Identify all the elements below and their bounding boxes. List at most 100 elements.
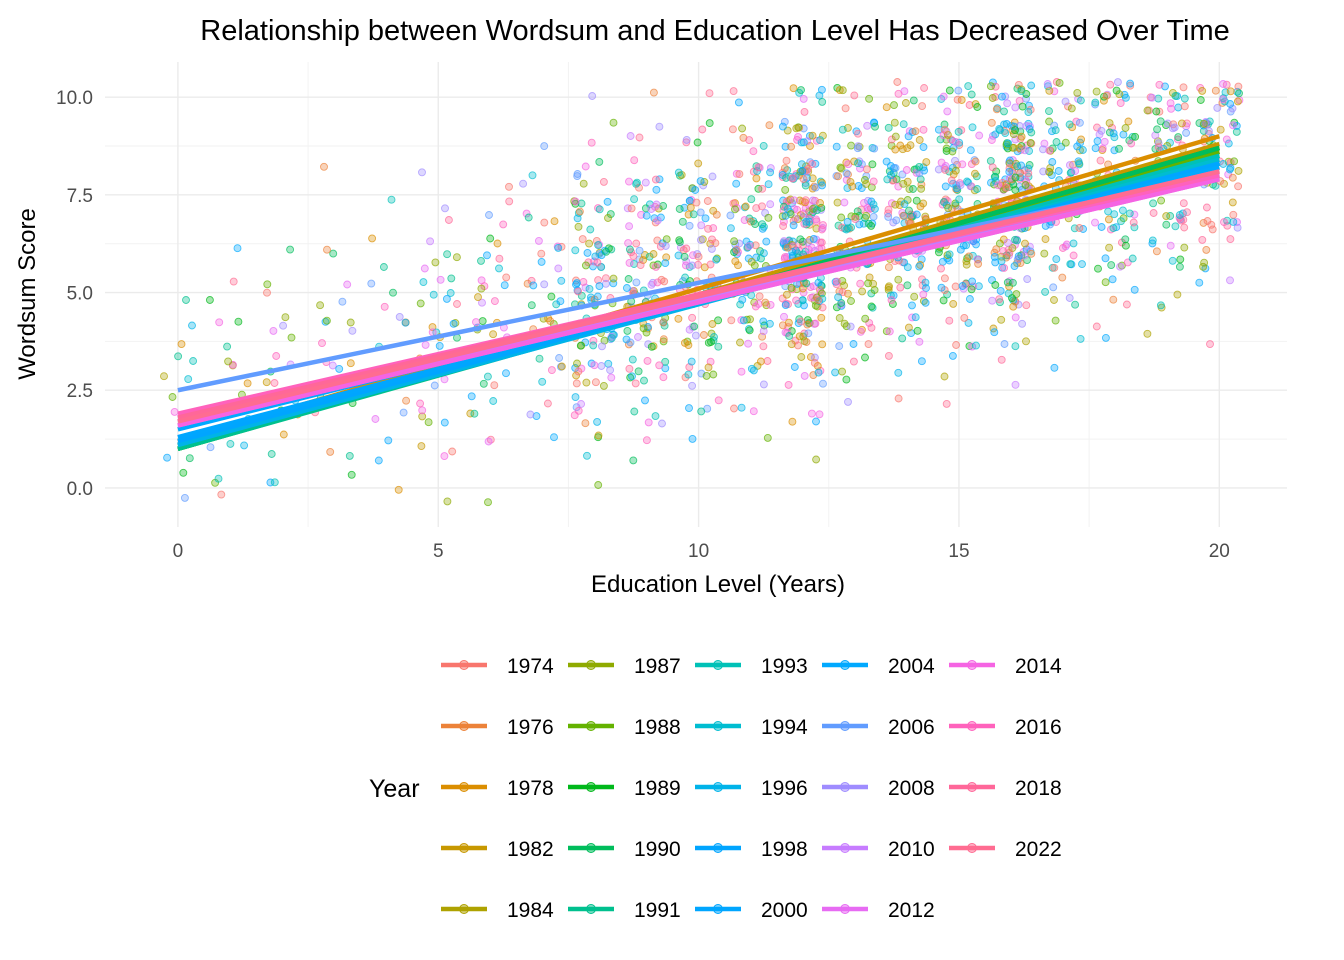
data-point [952,341,961,349]
data-point [674,251,683,260]
data-point [1180,94,1189,103]
data-point [921,298,930,307]
data-point [581,261,590,270]
data-point [1143,329,1152,338]
data-point [894,368,903,377]
legend-item-1994: 1994 [695,716,808,739]
data-point [810,359,819,367]
data-point [1166,241,1175,250]
data-point [882,103,891,112]
data-point [696,208,705,217]
data-point [323,245,331,254]
data-point [884,212,893,221]
data-point [1101,333,1110,342]
data-point [1048,158,1057,166]
data-point [958,282,967,290]
data-point [1041,235,1050,244]
data-point [840,198,849,207]
data-point [917,255,926,264]
data-point [624,275,633,283]
data-point [1045,107,1053,116]
data-point [988,94,997,102]
data-point [556,297,565,306]
data-point [691,186,700,194]
data-point [693,138,702,147]
data-point [1008,294,1016,303]
data-point [986,156,995,165]
data-point [1149,199,1158,208]
data-point [971,169,979,178]
legend-key-point [840,721,850,731]
data-point [602,247,611,256]
data-point [485,211,493,219]
data-point [1001,129,1010,138]
data-point [429,290,438,299]
data-point [1009,302,1018,311]
data-point [630,407,639,416]
data-point [652,262,660,271]
data-point [1121,241,1130,250]
data-point [956,181,965,190]
data-point [903,281,912,290]
data-point [495,254,504,263]
data-point [704,338,713,347]
data-point [765,121,774,130]
data-point [526,410,535,419]
data-point [951,282,960,291]
data-point [967,90,976,99]
data-point [754,299,763,308]
data-point [1173,135,1182,144]
data-point [854,129,862,138]
data-point [750,298,759,307]
data-point [849,357,858,366]
data-point [744,339,753,348]
data-point [1040,249,1049,258]
data-point [799,209,808,218]
data-point [1073,142,1082,151]
data-point [943,290,952,299]
legend-item-1984: 1984 [441,899,554,922]
data-point [899,179,908,188]
data-point [939,296,948,305]
data-point [766,168,775,177]
data-point [921,278,930,287]
data-point [262,378,271,387]
data-point [1179,199,1188,208]
data-point [913,326,922,335]
data-point [528,171,537,180]
data-point [477,284,486,293]
data-point [440,452,449,461]
data-point [490,381,499,390]
data-point [1226,276,1234,285]
data-point [1152,247,1161,256]
data-point [1075,224,1084,232]
data-point [223,342,232,351]
data-point [575,207,584,216]
data-point [572,379,581,388]
legend-label: 1978 [507,777,554,800]
data-point [941,182,950,191]
data-point [684,370,693,379]
data-point [889,291,898,300]
data-point [709,370,718,379]
data-point [1130,210,1139,219]
data-point [593,292,602,301]
data-point [862,165,871,174]
data-point [688,261,697,270]
data-point [730,404,738,413]
data-point [751,220,760,229]
data-point [653,278,662,287]
data-point [1235,89,1243,98]
data-point [919,125,928,134]
data-point [1119,130,1128,139]
data-point [995,125,1004,133]
data-point [855,220,864,229]
data-point [588,92,597,100]
data-point [577,400,586,408]
data-point [964,252,973,261]
data-point [448,447,457,456]
data-point [466,409,475,418]
data-point [1011,126,1020,135]
data-point [659,373,668,382]
data-point [505,197,514,206]
